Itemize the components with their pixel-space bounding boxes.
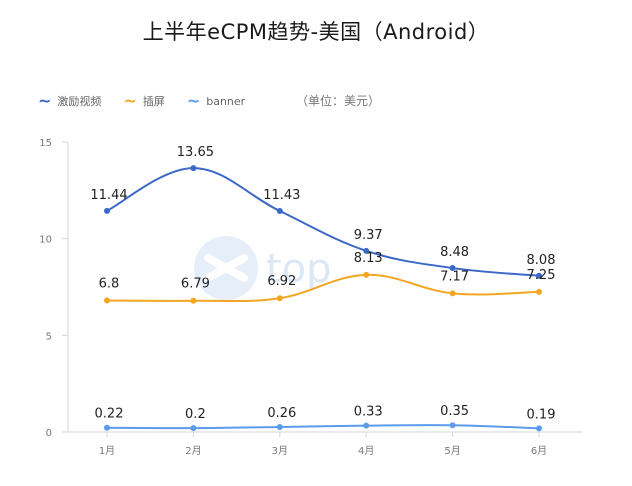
watermark-text: top bbox=[266, 246, 332, 292]
data-point[interactable] bbox=[449, 290, 456, 297]
data-label: 11.43 bbox=[263, 188, 300, 203]
data-label: 8.48 bbox=[440, 245, 469, 260]
data-point[interactable] bbox=[276, 423, 283, 430]
data-point[interactable] bbox=[190, 165, 197, 172]
legend-item[interactable]: ~ 插屏 bbox=[123, 93, 164, 109]
data-label: 8.13 bbox=[354, 251, 383, 266]
data-point[interactable] bbox=[449, 265, 456, 272]
data-label: 7.25 bbox=[527, 268, 556, 283]
data-point[interactable] bbox=[536, 288, 542, 295]
y-tick-label: 15 bbox=[39, 138, 52, 149]
data-label: 7.17 bbox=[440, 269, 469, 284]
legend-label: banner bbox=[206, 94, 246, 108]
series-line bbox=[106, 167, 540, 277]
data-label: 6.79 bbox=[181, 277, 210, 292]
data-label: 0.26 bbox=[267, 406, 296, 421]
data-label: 8.08 bbox=[527, 253, 556, 268]
chart-title: 上半年eCPM趋势-美国（Android） bbox=[142, 20, 490, 44]
y-tick-label: 0 bbox=[46, 428, 52, 439]
data-label: 0.22 bbox=[95, 407, 124, 422]
x-tick-label: 5月 bbox=[444, 445, 460, 457]
legend-item[interactable]: ~ banner bbox=[187, 93, 245, 109]
y-tick-label: 10 bbox=[39, 235, 52, 246]
data-point[interactable] bbox=[363, 247, 370, 254]
legend-label: 激励视频 bbox=[57, 95, 102, 108]
legend-swatch-icon: ~ bbox=[38, 91, 52, 110]
data-point[interactable] bbox=[536, 425, 542, 432]
data-point[interactable] bbox=[104, 207, 110, 214]
unit-note: （单位：美元） bbox=[296, 94, 381, 108]
data-label: 6.8 bbox=[99, 277, 120, 292]
legend-swatch-icon: ~ bbox=[123, 91, 137, 110]
data-point[interactable] bbox=[276, 208, 283, 215]
data-label: 13.65 bbox=[177, 145, 214, 160]
data-point[interactable] bbox=[190, 425, 197, 432]
legend-label: 插屏 bbox=[142, 95, 165, 108]
legend-swatch-icon: ~ bbox=[186, 91, 201, 110]
data-label: 6.92 bbox=[267, 274, 296, 289]
data-label: 0.19 bbox=[527, 407, 556, 422]
y-tick-label: 5 bbox=[46, 331, 52, 342]
watermark-logo: top bbox=[194, 236, 332, 300]
data-point[interactable] bbox=[449, 422, 456, 429]
data-point[interactable] bbox=[363, 271, 370, 278]
data-label: 0.33 bbox=[354, 405, 383, 420]
legend: ~ 激励视频 ~ 插屏 ~ banner bbox=[38, 92, 267, 110]
data-point[interactable] bbox=[276, 295, 283, 302]
x-tick-label: 1月 bbox=[99, 445, 115, 457]
data-label: 0.35 bbox=[440, 404, 469, 419]
data-point[interactable] bbox=[104, 297, 110, 304]
legend-item[interactable]: ~ 激励视频 bbox=[38, 93, 101, 109]
x-tick-label: 6月 bbox=[531, 445, 547, 457]
series-line bbox=[106, 273, 540, 303]
x-tick-label: 3月 bbox=[272, 445, 288, 457]
data-label: 0.2 bbox=[185, 407, 206, 422]
series-line bbox=[106, 424, 540, 430]
data-point[interactable] bbox=[190, 297, 197, 304]
data-point[interactable] bbox=[363, 422, 370, 429]
data-label: 11.44 bbox=[90, 188, 127, 203]
x-tick-label: 4月 bbox=[358, 445, 374, 457]
x-tick-label: 2月 bbox=[185, 445, 201, 457]
data-point[interactable] bbox=[536, 272, 542, 279]
data-point[interactable] bbox=[104, 424, 110, 431]
data-label: 9.37 bbox=[354, 228, 383, 243]
